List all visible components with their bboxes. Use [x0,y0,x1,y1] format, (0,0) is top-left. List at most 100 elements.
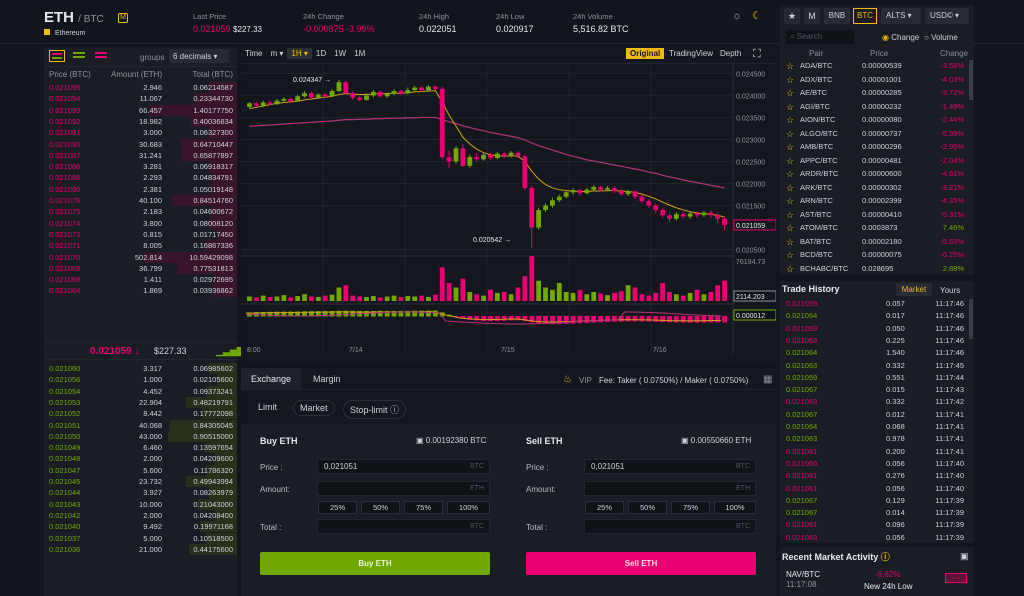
activity-pair[interactable]: NAV/BTC [786,570,821,579]
market-row[interactable]: ☆ AION/BTC 0.00000080 -2.44% [780,114,970,126]
coin-name[interactable]: Ethereum [44,29,85,37]
market-row[interactable]: ☆ ARN/BTC 0.00002399 -4.35% [780,195,970,207]
tab-exchange[interactable]: Exchange [241,368,301,390]
orderbook-row[interactable]: 0.021086 3.281 0.06918317 [44,161,237,173]
star-icon[interactable]: ☆ [786,169,795,179]
orderbook-row[interactable]: 0.021054 4.452 0.09373241 [44,385,237,397]
orderbook-row[interactable]: 0.021090 30.683 0.64710447 [44,138,237,150]
buy-pct-100[interactable]: 100% [447,501,490,514]
both-view-icon[interactable] [49,50,65,62]
orderbook-row[interactable]: 0.021051 40.068 0.84305045 [44,419,237,431]
orderbook-row[interactable]: 0.021050 43.000 0.90515000 [44,430,237,443]
sun-icon[interactable]: ☼ [732,10,743,22]
orderbook-row[interactable]: 0.021074 3.800 0.08008120 [44,217,237,229]
tab-margin-markets[interactable]: M [804,8,820,24]
star-icon[interactable]: ☆ [786,115,795,125]
orderbook-row[interactable]: 0.021071 8.005 0.16867336 [44,240,237,252]
tab-market-trades[interactable]: Market [896,283,932,296]
orderbook-row[interactable]: 0.021060 3.317 0.06985602 [44,363,237,375]
buy-pct-25[interactable]: 25% [318,501,357,514]
star-icon[interactable]: ☆ [786,61,795,71]
calculator-icon[interactable]: ▦ [763,374,773,385]
orderbook-row[interactable]: 0.021087 31.241 0.65877897 [44,149,237,162]
orderbook-row[interactable]: 0.021047 5.600 0.11786320 [44,464,237,476]
orderbook-row[interactable]: 0.021053 22.904 0.48219791 [44,396,237,409]
tab-btc[interactable]: BTC [853,8,877,24]
orderbook-row[interactable]: 0.021085 2.293 0.04834791 [44,172,237,184]
sell-pct-100[interactable]: 100% [714,501,756,514]
fullscreen-icon[interactable]: ⛶ [753,48,761,60]
orderbook-row[interactable]: 0.021052 8.442 0.17772098 [44,408,237,420]
orderbook-row[interactable]: 0.021037 5.000 0.10518500 [44,532,237,544]
tool-minutes[interactable]: m ▾ [270,49,284,58]
tool-1m[interactable]: 1M [354,49,366,58]
orderbook-row[interactable]: 0.021076 40.100 0.84514760 [44,195,237,207]
tool-1h[interactable]: 1H ▾ [287,48,312,59]
col-change[interactable]: Change [939,49,968,58]
orderbook-row[interactable]: 0.021042 2.000 0.04208400 [44,509,237,522]
orderbook-row[interactable]: 0.021080 2.381 0.05019148 [44,183,237,195]
collapse-icon[interactable]: ▣ [960,551,969,561]
star-icon[interactable]: ☆ [786,182,795,193]
star-icon[interactable]: ☆ [786,142,795,152]
buy-button[interactable]: Buy ETH [260,552,490,575]
star-icon[interactable]: ☆ [786,263,795,274]
orderbook-row[interactable]: 0.021069 36.799 0.77531813 [44,262,237,275]
market-row[interactable]: ☆ ALGO/BTC 0.00000737 -5.99% [780,128,970,140]
star-icon[interactable]: ☆ [786,88,795,98]
radio-change[interactable]: ◉ Change [882,33,920,42]
orderbook-row[interactable]: 0.021093 66.457 1.40177750 [44,104,237,116]
order-type-limit[interactable]: Limit [258,402,278,412]
sell-pct-75[interactable]: 75% [671,501,710,514]
market-scrollbar[interactable] [969,60,973,100]
orderbook-row[interactable]: 0.021049 6.460 0.13597654 [44,442,237,454]
orderbook-row[interactable]: 0.021094 11.067 0.23344730 [44,93,237,105]
star-icon[interactable]: ☆ [786,128,795,139]
groups-select[interactable]: 6 decimals ▾ [169,49,229,63]
orderbook-row[interactable]: 0.021075 2.183 0.04600672 [44,206,237,218]
tool-1d[interactable]: 1D [315,49,327,58]
market-row[interactable]: ☆ BCD/BTC 0.00000075 -6.25% [780,249,970,261]
market-row[interactable]: ☆ BCHABC/BTC 0.028695 2.88% [780,263,970,275]
market-row[interactable]: ☆ ARK/BTC 0.00000302 -3.21% [780,182,970,194]
buy-price-input[interactable]: 0,021051 BTC [317,459,490,474]
market-row[interactable]: ☆ BAT/BTC 0.00002180 -5.55% [780,236,970,248]
sell-pct-50[interactable]: 50% [628,501,667,514]
market-row[interactable]: ☆ AST/BTC 0.00000410 -5.31% [780,209,970,221]
market-row[interactable]: ☆ ARDR/BTC 0.00000600 -4.61% [780,168,970,180]
tab-bnb[interactable]: BNB [824,8,850,24]
order-type-stop-limit[interactable]: Stop-limit ⓘ [343,400,407,419]
view-tradingview[interactable]: TradingView [669,49,714,58]
market-row[interactable]: ☆ ADA/BTC 0.00000539 -3.58% [780,60,970,72]
tool-1w[interactable]: 1W [334,49,347,58]
buy-total-input[interactable]: BTC [317,519,490,534]
buy-pct-75[interactable]: 75% [404,501,443,514]
col-market-price[interactable]: Price [870,49,889,58]
star-icon[interactable]: ☆ [786,236,795,247]
market-row[interactable]: ☆ AE/BTC 0.00000285 -3.72% [780,87,970,99]
orderbook-row[interactable]: 0.021048 2.000 0.04209600 [44,453,237,465]
market-row[interactable]: ☆ AGI/BTC 0.00000232 -1.49% [780,101,970,113]
orderbook-row[interactable]: 0.021092 18.982 0.40036834 [44,115,237,128]
orderbook-row[interactable]: 0.021068 1.411 0.02972695 [44,274,237,286]
sell-pct-25[interactable]: 25% [585,501,624,514]
star-icon[interactable]: ☆ [786,74,795,85]
orderbook-row[interactable]: 0.021045 23.732 0.49943994 [44,476,237,488]
market-row[interactable]: ☆ APPC/BTC 0.00000481 -2.04% [780,155,970,167]
buy-pct-50[interactable]: 50% [361,501,400,514]
order-type-market[interactable]: Market [293,400,335,416]
orderbook-row[interactable]: 0.021095 2.946 0.06214587 [44,82,237,94]
sell-button[interactable]: Sell ETH [526,552,756,575]
sell-total-input[interactable]: BTC [584,519,756,534]
star-icon[interactable]: ☆ [786,155,795,166]
orderbook-row[interactable]: 0.021064 1.869 0.03936862 [44,285,237,297]
tab-your-trades[interactable]: Yours [940,286,961,295]
col-pair[interactable]: Pair [809,49,824,58]
moon-icon[interactable]: ☾ [752,10,762,22]
orderbook-row[interactable]: 0.021073 0.815 0.01717450 [44,228,237,241]
orderbook-row[interactable]: 0.021044 3.927 0.08263979 [44,487,237,499]
orderbook-row[interactable]: 0.021043 10.000 0.21043000 [44,498,237,510]
sell-amount-input[interactable]: ETH [584,481,756,496]
candlestick-chart[interactable]: 0.024500 0.024000 0.023500 0.023000 0.022500… [241,64,776,364]
bids-view-icon[interactable] [71,50,87,62]
